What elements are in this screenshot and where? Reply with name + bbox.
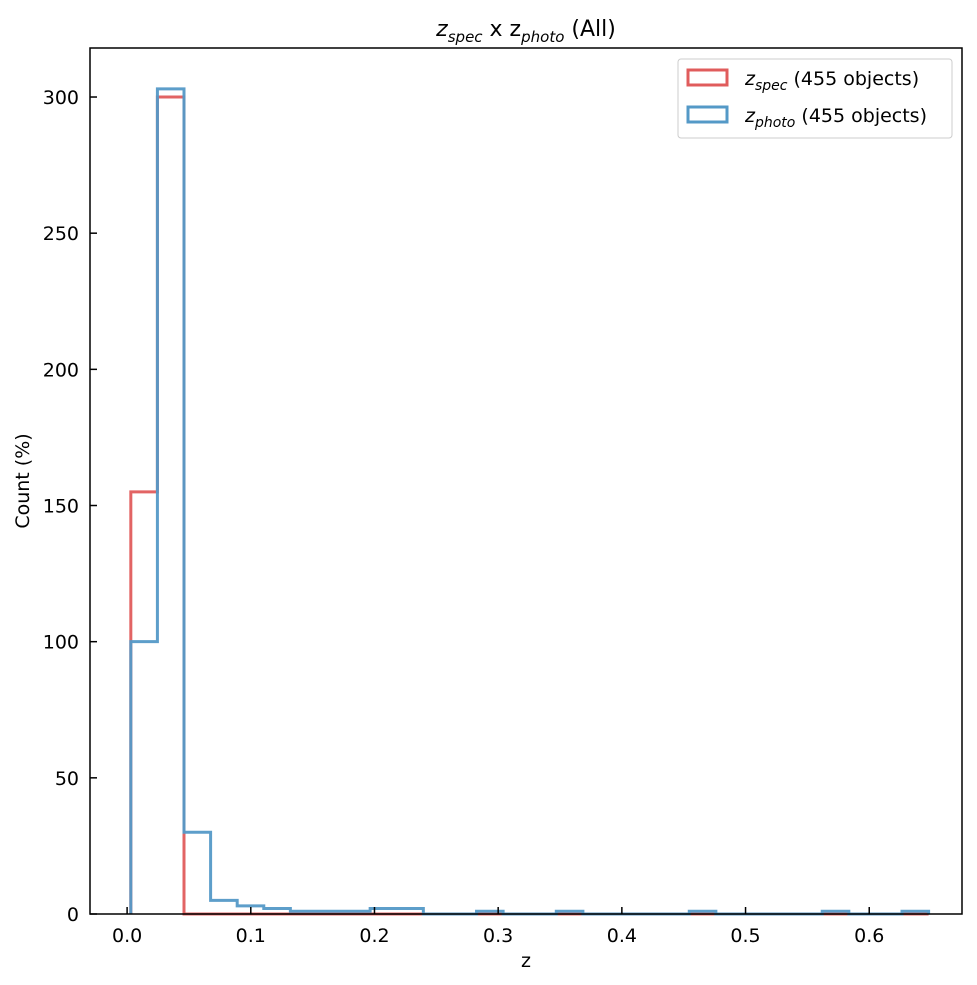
y-tick-label: 0 [67, 904, 79, 926]
plot-frame [89, 47, 963, 915]
x-tick-label: 0.4 [607, 925, 637, 947]
x-tick-label: 0.0 [112, 925, 142, 947]
legend: zspec (455 objects) zphoto (455 objects) [677, 58, 953, 139]
y-tick-label: 150 [43, 496, 79, 518]
x-tick-label: 0.1 [236, 925, 266, 947]
y-tick-label: 100 [43, 632, 79, 654]
x-tick-label: 0.3 [483, 925, 513, 947]
x-tick-label: 0.6 [854, 925, 884, 947]
legend-box [677, 58, 953, 139]
y-tick-label: 50 [55, 768, 79, 790]
legend-swatch-photo [686, 105, 729, 124]
x-axis-label: z [521, 950, 531, 972]
x-tick-label: 0.5 [730, 925, 760, 947]
legend-entry-photo: zphoto (455 objects) [744, 105, 927, 131]
y-tick-label: 250 [43, 223, 79, 245]
x-tick-label: 0.2 [359, 925, 389, 947]
y-axis-label: Count (%) [12, 433, 34, 528]
ticks-layer: 0.0 0.1 0.2 0.3 0.4 0.5 0.6 0 50 100 150 200 250 300 [43, 87, 885, 947]
histogram-series-photo [129, 87, 931, 916]
legend-entry-spec: zspec (455 objects) [744, 68, 919, 94]
histogram-series-spec [129, 95, 929, 916]
chart-title: zspec x zphoto (All) [435, 17, 616, 46]
y-tick-label: 200 [43, 359, 79, 381]
legend-swatch-spec [686, 68, 729, 87]
series-layer [129, 87, 931, 916]
y-tick-label: 300 [43, 87, 79, 109]
